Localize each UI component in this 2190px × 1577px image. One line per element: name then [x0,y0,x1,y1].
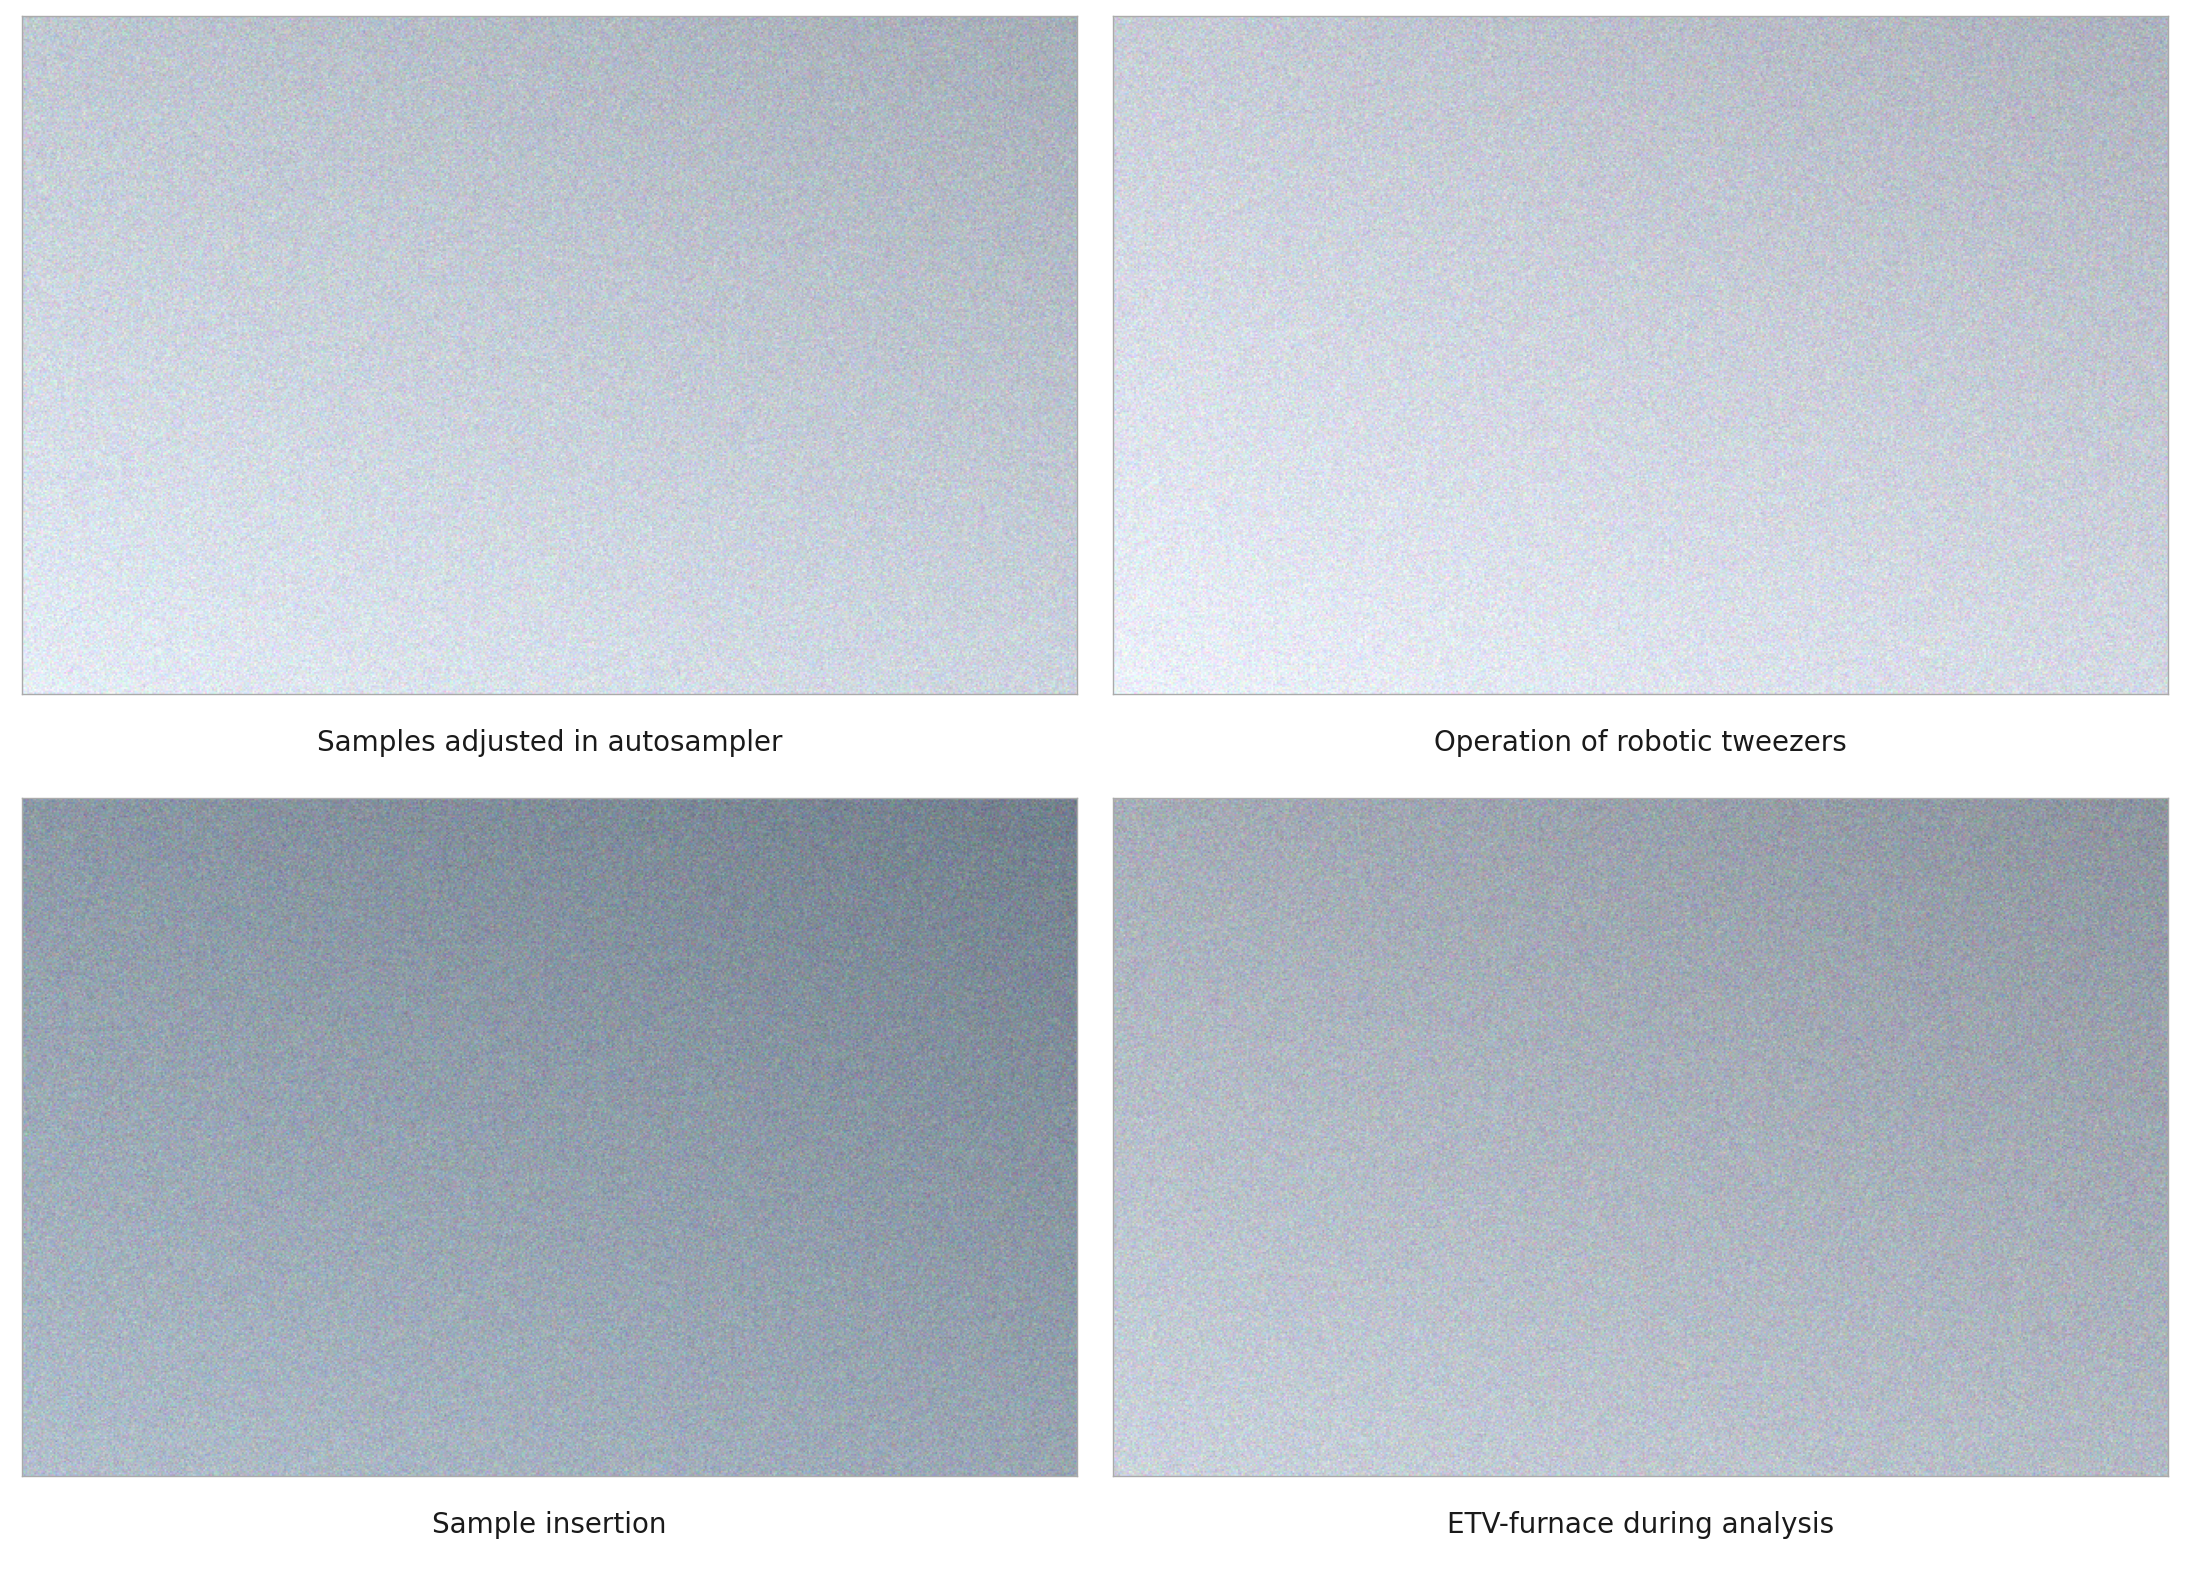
Text: Sample insertion: Sample insertion [431,1511,668,1539]
Text: ETV-furnace during analysis: ETV-furnace during analysis [1448,1511,1833,1539]
Text: Operation of robotic tweezers: Operation of robotic tweezers [1434,729,1846,757]
Text: Samples adjusted in autosampler: Samples adjusted in autosampler [318,729,782,757]
